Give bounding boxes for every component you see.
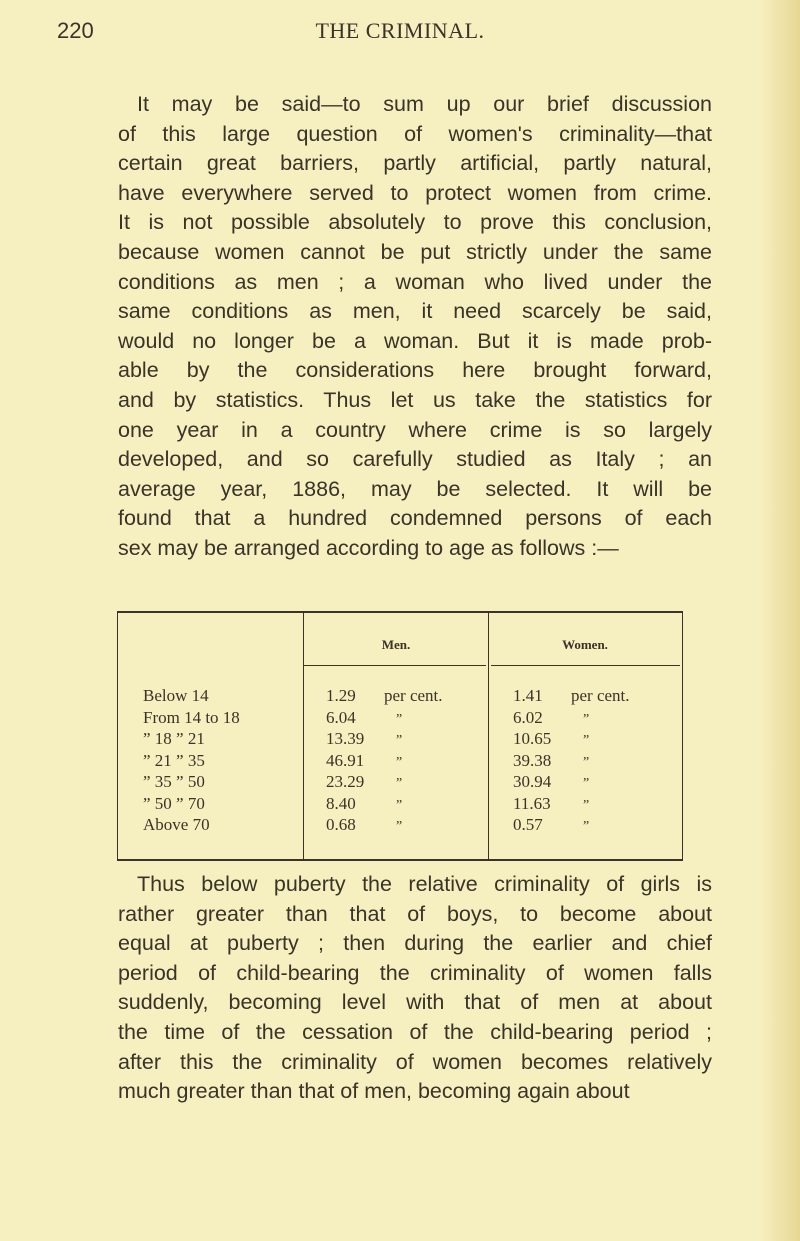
ditto-mark: ”: [396, 733, 403, 748]
women-value-cell: 1.41 per cent.: [513, 685, 630, 707]
text-line: It is not possible absolutely to prove t…: [118, 210, 712, 235]
ditto-mark: ”: [583, 754, 590, 770]
text-line: after this the criminality of women beco…: [118, 1049, 712, 1074]
text-line: Thus below puberty the relative criminal…: [137, 872, 712, 896]
statistics-table: Men. Women. Below 14 From 14 to 18 ” 18 ” …: [117, 611, 683, 861]
age-range-cell: From 14 to 18: [143, 707, 240, 727]
women-value-cell: 30.94 ”: [513, 771, 630, 793]
men-value-cell: 0.68 ”: [326, 814, 443, 836]
men-column: 1.29 per cent. 6.04” 13.39” 46.91” 23.29” 8.40…: [326, 685, 443, 836]
text-line: equal at puberty ; then during the earli…: [118, 931, 712, 956]
running-title: THE CRIMINAL.: [315, 18, 485, 43]
men-percentage: 1.29: [326, 686, 356, 705]
men-value-cell: 46.91 ”: [326, 750, 443, 772]
ditto-mark: ”: [396, 711, 403, 727]
women-percentage: 39.38: [513, 750, 552, 770]
women-value-cell: 39.38 ”: [513, 750, 630, 772]
unit-label: per cent.: [384, 686, 443, 705]
column-divider: [303, 613, 304, 859]
ditto-mark: ”: [396, 776, 403, 791]
men-value-cell: 1.29 per cent.: [326, 685, 443, 707]
column-header-women: Women.: [562, 637, 608, 652]
women-value-cell: 6.02 ”: [513, 707, 630, 729]
age-range-cell: ” 35 ” 50: [143, 772, 205, 791]
ditto-mark: ”: [583, 733, 590, 748]
age-column: Below 14 From 14 to 18 ” 18 ” 21 ” 21 ” 35 ”…: [143, 685, 240, 836]
age-range-cell: ” 18 ” 21: [143, 729, 205, 748]
text-line: rather greater than that of boys, to bec…: [118, 901, 712, 926]
text-line: sex may be arranged according to age as …: [118, 535, 619, 560]
men-percentage: 6.04: [326, 707, 356, 727]
text-line: period of child-bearing the criminality …: [118, 960, 712, 985]
header-rule: [304, 665, 486, 666]
age-range-cell: ” 50 ” 70: [143, 793, 205, 813]
text-line: much greater than that of men, becoming …: [118, 1079, 630, 1104]
men-value-cell: 6.04 ”: [326, 707, 443, 729]
men-percentage: 13.39: [326, 729, 365, 748]
column-header-men: Men.: [381, 637, 411, 652]
ditto-mark: ”: [396, 819, 403, 834]
age-range-cell: ” 21 ” 35: [143, 750, 205, 770]
text-line: It may be said—to sum up our brief discu…: [137, 92, 712, 116]
women-value-cell: 10.65 ”: [513, 728, 630, 750]
ditto-mark: ”: [583, 711, 590, 727]
text-line: would no longer be a woman. But it is ma…: [118, 328, 712, 353]
text-line: of this large question of women's crimin…: [118, 121, 712, 146]
men-value-cell: 8.40 ”: [326, 793, 443, 815]
text-line: the time of the cessation of the child-b…: [118, 1019, 712, 1044]
men-percentage: 23.29: [326, 772, 365, 791]
women-value-cell: 11.63 ”: [513, 793, 630, 815]
text-line: suddenly, becoming level with that of me…: [118, 990, 712, 1015]
text-line: conditions as men ; a woman who lived un…: [118, 269, 712, 294]
women-percentage: 30.94: [513, 772, 552, 791]
age-range-cell: Below 14: [143, 686, 209, 705]
women-percentage: 10.65: [513, 729, 552, 748]
women-column: 1.41 per cent. 6.02” 10.65” 39.38” 30.94” 11.6…: [513, 685, 630, 836]
ditto-mark: ”: [583, 776, 590, 791]
ditto-mark: ”: [583, 797, 590, 813]
text-line: found that a hundred condemned persons o…: [118, 506, 712, 531]
header-rule: [491, 665, 680, 666]
paragraph-1: It may be said—to sum up our brief discu…: [118, 90, 712, 564]
text-line: able by the considerations here brought …: [118, 358, 712, 383]
men-percentage: 46.91: [326, 750, 365, 770]
paragraph-2: Thus below puberty the relative criminal…: [118, 870, 712, 1107]
ditto-mark: ”: [396, 797, 403, 813]
column-divider: [488, 613, 489, 859]
text-line: developed, and so carefully studied as I…: [118, 447, 712, 472]
ditto-mark: ”: [396, 754, 403, 770]
women-percentage: 11.63: [513, 793, 551, 813]
men-percentage: 8.40: [326, 793, 356, 813]
age-range-cell: Above 70: [143, 815, 210, 834]
page-number: 220: [57, 18, 94, 43]
page-edge-shading: [760, 0, 800, 1241]
men-value-cell: 13.39 ”: [326, 728, 443, 750]
text-line: and by statistics. Thus let us take the …: [118, 387, 712, 412]
ditto-mark: ”: [583, 819, 590, 834]
men-value-cell: 23.29 ”: [326, 771, 443, 793]
women-value-cell: 0.57 ”: [513, 814, 630, 836]
text-line: average year, 1886, may be selected. It …: [118, 476, 712, 501]
women-percentage: 1.41: [513, 686, 543, 705]
text-line: certain great barriers, partly artificia…: [118, 151, 712, 176]
text-line: because women cannot be put strictly und…: [118, 239, 712, 264]
women-percentage: 6.02: [513, 707, 543, 727]
men-percentage: 0.68: [326, 815, 356, 834]
text-line: same conditions as men, it need scarcely…: [118, 299, 712, 324]
text-line: one year in a country where crime is so …: [118, 417, 712, 442]
text-line: have everywhere served to protect women …: [118, 180, 712, 205]
women-percentage: 0.57: [513, 815, 543, 834]
unit-label: per cent.: [571, 686, 630, 705]
